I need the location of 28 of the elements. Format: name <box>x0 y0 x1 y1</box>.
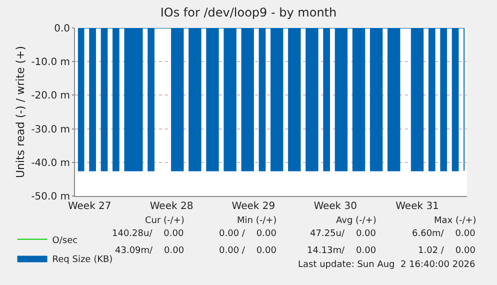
y-tick-label: 0.0 <box>54 24 70 34</box>
x-tick-label: Week 31 <box>396 201 439 212</box>
x-tick-label: Week 29 <box>232 201 276 212</box>
text: 0.00 / 0.00 <box>219 229 277 239</box>
text: 14.13m/ 0.00 <box>307 246 376 256</box>
text: 6.60m/ 0.00 <box>412 229 476 239</box>
y-tick-label: -30.0 m <box>31 124 70 136</box>
text: 140.28u/ 0.00 <box>112 229 184 239</box>
text: Max (-/+) <box>434 216 476 226</box>
text: Last update: Sun Aug 2 16:40:00 2026 <box>298 260 476 270</box>
text: Min (-/+) <box>237 216 277 226</box>
x-tick-label: Week 30 <box>314 201 358 212</box>
text: 47.25u/ 0.00 <box>310 229 376 239</box>
legend-label: Req Size (KB) <box>52 254 113 265</box>
text: 1.02 / 0.00 <box>418 246 476 256</box>
y-axis-title: Units read (-) / write (+) <box>14 46 27 178</box>
x-tick-label: Week 27 <box>68 201 112 212</box>
y-tick-label: -10.0 m <box>31 57 70 68</box>
y-tick-label: -50.0 m <box>31 192 70 202</box>
text: Cur (-/+) <box>145 216 184 226</box>
x-tick-label: Week 28 <box>150 201 194 212</box>
chart-title: IOs for /dev/loop9 - by month <box>160 5 337 20</box>
text: Avg (-/+) <box>336 216 376 226</box>
legend-label: O/sec <box>52 236 78 246</box>
text: 43.09m/ 0.00 <box>115 246 184 256</box>
y-tick-label: -20.0 m <box>31 90 70 102</box>
y-tick-label: -40.0 m <box>31 158 70 169</box>
text: 0.00 / 0.00 <box>219 246 277 256</box>
